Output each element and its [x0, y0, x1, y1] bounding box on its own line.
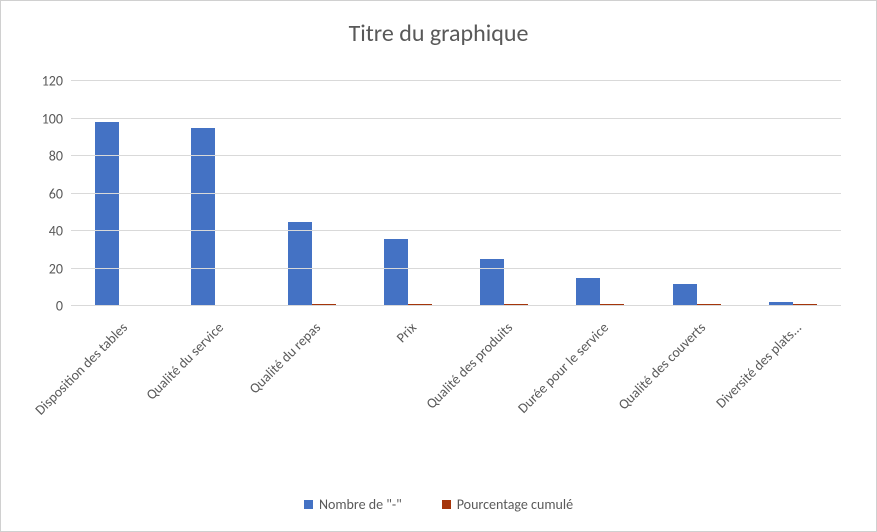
y-tick-label: 20	[49, 260, 63, 277]
gridline	[71, 305, 841, 306]
bar-series-1	[480, 259, 504, 306]
category-slot	[167, 81, 263, 306]
bar-series-1	[95, 122, 119, 306]
y-tick-label: 60	[49, 185, 63, 202]
gridline	[71, 80, 841, 81]
category-slot	[360, 81, 456, 306]
chart-container: Titre du graphique 020406080100120 Dispo…	[0, 0, 877, 532]
bar-series-1	[576, 278, 600, 306]
category-slot	[456, 81, 552, 306]
bar-series-1	[384, 239, 408, 307]
legend: Nombre de "-" Pourcentage cumulé	[1, 496, 876, 513]
legend-swatch-2	[442, 500, 451, 509]
chart-title: Titre du graphique	[1, 1, 876, 48]
x-label-slot: Qualité du repas	[264, 311, 360, 451]
legend-label-2: Pourcentage cumulé	[457, 496, 573, 513]
y-tick-label: 40	[49, 223, 63, 240]
gridline	[71, 268, 841, 269]
legend-item-series-1: Nombre de "-"	[304, 496, 402, 513]
category-slot	[649, 81, 745, 306]
y-tick-label: 120	[42, 73, 63, 90]
legend-label-1: Nombre de "-"	[319, 496, 402, 513]
x-label-slot: Diversité des plats...	[745, 311, 841, 451]
y-tick-label: 100	[42, 110, 63, 127]
gridline	[71, 155, 841, 156]
x-tick-label: Prix	[393, 319, 420, 346]
category-slot	[264, 81, 360, 306]
gridline	[71, 230, 841, 231]
y-tick-label: 80	[49, 148, 63, 165]
x-tick-label: Disposition des tables	[32, 319, 131, 418]
gridline	[71, 118, 841, 119]
plot-area: 020406080100120	[71, 81, 841, 306]
legend-swatch-1	[304, 500, 313, 509]
bar-series-1	[288, 222, 312, 306]
bars-group	[71, 81, 841, 306]
bar-series-1	[673, 284, 697, 307]
x-axis-labels: Disposition des tablesQualité du service…	[71, 311, 841, 451]
category-slot	[552, 81, 648, 306]
category-slot	[745, 81, 841, 306]
gridline	[71, 193, 841, 194]
y-tick-label: 0	[56, 298, 63, 315]
legend-item-series-2: Pourcentage cumulé	[442, 496, 573, 513]
category-slot	[71, 81, 167, 306]
